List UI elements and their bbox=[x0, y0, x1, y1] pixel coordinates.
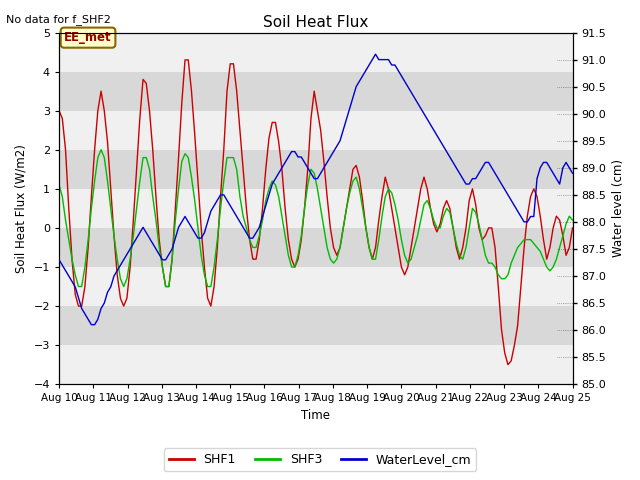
Text: No data for f_SHF2: No data for f_SHF2 bbox=[6, 14, 111, 25]
Bar bbox=[59, 345, 573, 384]
Title: Soil Heat Flux: Soil Heat Flux bbox=[263, 15, 369, 30]
Bar bbox=[59, 33, 573, 72]
Y-axis label: Water level (cm): Water level (cm) bbox=[612, 159, 625, 257]
X-axis label: Time: Time bbox=[301, 409, 330, 422]
Bar bbox=[59, 111, 573, 150]
Bar bbox=[59, 267, 573, 306]
Text: EE_met: EE_met bbox=[64, 31, 112, 44]
Legend: SHF1, SHF3, WaterLevel_cm: SHF1, SHF3, WaterLevel_cm bbox=[164, 448, 476, 471]
Y-axis label: Soil Heat Flux (W/m2): Soil Heat Flux (W/m2) bbox=[15, 144, 28, 273]
Bar bbox=[59, 189, 573, 228]
